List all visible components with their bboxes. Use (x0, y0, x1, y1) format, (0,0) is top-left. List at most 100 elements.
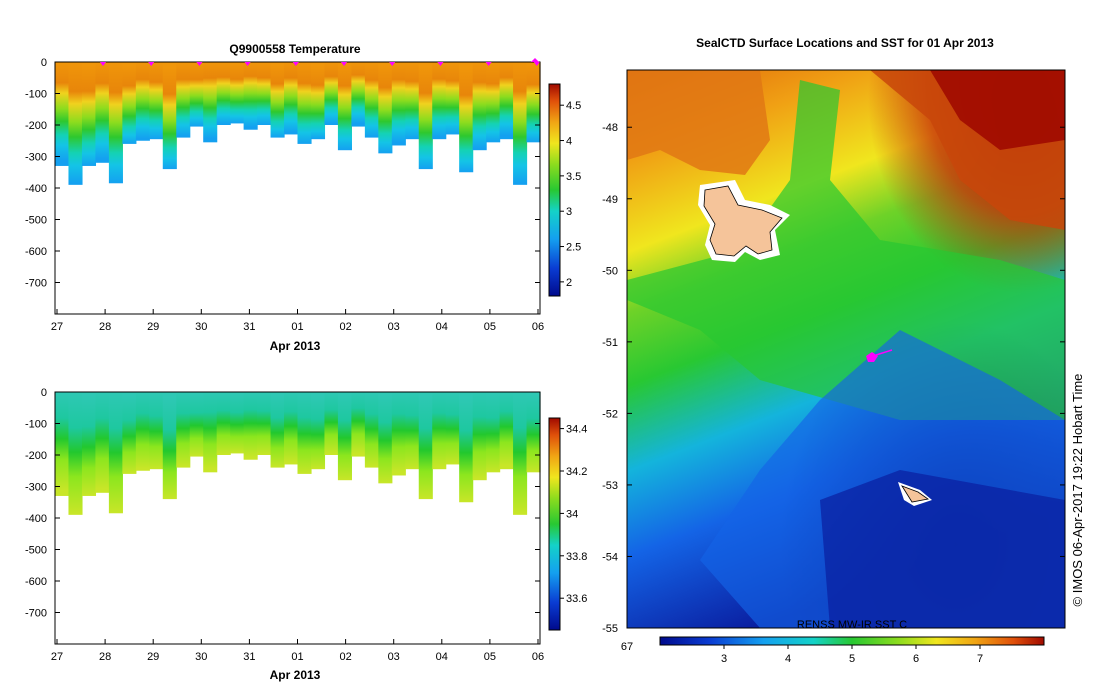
lat-tick-label: -48 (602, 122, 618, 134)
profile-bar (81, 62, 97, 166)
profile-bar (513, 62, 528, 185)
profile-bar (405, 392, 420, 470)
map-frame (626, 69, 1066, 629)
profile-bar (230, 392, 245, 454)
profile-marker (533, 62, 540, 66)
sst-colorbar-ticks: 3 4 5 6 7 (721, 645, 983, 665)
profile-bar (351, 392, 366, 457)
profile-bar (459, 62, 474, 173)
lat-tick-label: -51 (602, 337, 618, 349)
profile-bar (176, 392, 191, 468)
map-title: SealCTD Surface Locations and SST for 01… (696, 36, 994, 50)
profile-bar (526, 62, 541, 143)
x-tick-label: 06 (532, 321, 544, 333)
profile-bar (203, 62, 218, 143)
profile-bar (55, 62, 70, 166)
profile-bar (203, 392, 218, 473)
lat-tick-label: -49 (602, 194, 618, 206)
profile-marker (196, 62, 203, 66)
profile-bar (270, 392, 285, 468)
lat-tick-label: -50 (602, 265, 618, 277)
profile-bar (162, 392, 177, 500)
y-tick-label: -500 (25, 215, 47, 227)
y-tick-label: -500 (25, 545, 47, 557)
profile-marker (148, 62, 155, 66)
colorbar-tick-label: 34.2 (566, 466, 587, 478)
salinity-y-axis: 0 -100 -200 -300 -400 -500 -600 -700 (25, 387, 540, 620)
profile-bar (149, 62, 164, 140)
profile-bar (324, 62, 339, 125)
profile-bar (95, 62, 110, 163)
y-tick-label: -400 (25, 513, 47, 525)
profile-bar (297, 62, 312, 144)
profile-marker (244, 62, 251, 66)
x-tick-label: 29 (147, 321, 159, 333)
profile-marker (389, 62, 396, 66)
salinity-colorbar-ticks: 34.4 34.2 34 33.8 33.6 (560, 424, 587, 605)
sst-map: SealCTD Surface Locations and SST for 01… (602, 36, 1066, 665)
sst-field (627, 70, 1065, 628)
temperature-x-label: Apr 2013 (270, 339, 321, 353)
x-tick-label: 28 (99, 651, 111, 663)
sst-colorbar-tick-label: 5 (849, 653, 855, 665)
lat-tick-label: -52 (602, 408, 618, 420)
sst-colorbar-tick-label: 7 (977, 653, 983, 665)
profile-bar (68, 62, 83, 185)
profile-bar (135, 392, 150, 471)
profile-bar (499, 392, 514, 470)
x-tick-label: 30 (195, 651, 207, 663)
salinity-colorbar (548, 417, 561, 631)
profile-bar (68, 392, 83, 515)
profile-bar (445, 392, 460, 465)
y-tick-label: -300 (25, 152, 47, 164)
profile-bar (364, 62, 379, 138)
profile-bar (459, 392, 474, 503)
salinity-section-plot: 0 -100 -200 -300 -400 -500 -600 -700 27 28 29 30 31… (25, 387, 587, 682)
seal-track (866, 349, 893, 362)
profile-bar (405, 62, 420, 140)
temperature-plot-title: Q9900558 Temperature (229, 42, 361, 56)
x-tick-label: 30 (195, 321, 207, 333)
y-tick-label: -100 (25, 419, 47, 431)
colorbar-tick-label: 4.5 (566, 100, 581, 112)
x-tick-label: 05 (484, 651, 496, 663)
map-latitude-axis: -48 -49 -50 -51 -52 -53 -54 -55 (602, 122, 1065, 635)
profile-bar (432, 62, 447, 140)
colorbar-tick-label: 2 (566, 277, 572, 289)
profile-bar (364, 392, 379, 468)
profile-bar (95, 392, 110, 493)
profile-bar (270, 62, 285, 138)
map-longitude-tick: 67 (621, 641, 633, 653)
profile-bar (486, 392, 501, 473)
lat-tick-label: -55 (602, 623, 618, 635)
heard-island (898, 482, 932, 506)
salinity-x-label: Apr 2013 (270, 668, 321, 682)
profile-bar (297, 392, 312, 474)
profile-bar (162, 62, 177, 170)
profile-bar (310, 62, 326, 140)
profile-bar (378, 62, 393, 154)
profile-bar (257, 392, 272, 455)
profile-bar (472, 62, 487, 151)
profile-bar (81, 392, 97, 496)
profile-bar (486, 62, 501, 143)
sst-colorbar-tick-label: 6 (913, 653, 919, 665)
sst-colorbar-tick-label: 3 (721, 653, 727, 665)
profile-bar (55, 392, 70, 496)
profile-bar (284, 392, 299, 465)
lat-tick-label: -53 (602, 480, 618, 492)
profile-bar (122, 392, 137, 474)
profile-bar (243, 62, 258, 130)
y-tick-label: -400 (25, 183, 47, 195)
map-colorbar-label: RENSS MW-IR SST C (797, 619, 907, 631)
y-tick-label: -600 (25, 576, 47, 588)
colorbar-tick-label: 4 (566, 136, 572, 148)
profile-bar (230, 62, 245, 124)
y-tick-label: 0 (41, 387, 47, 399)
profile-bar (216, 62, 231, 125)
colorbar-tick-label: 34.4 (566, 424, 587, 436)
profile-bar (432, 392, 447, 470)
colorbar-tick-label: 33.6 (566, 593, 587, 605)
profile-bar (122, 62, 137, 144)
